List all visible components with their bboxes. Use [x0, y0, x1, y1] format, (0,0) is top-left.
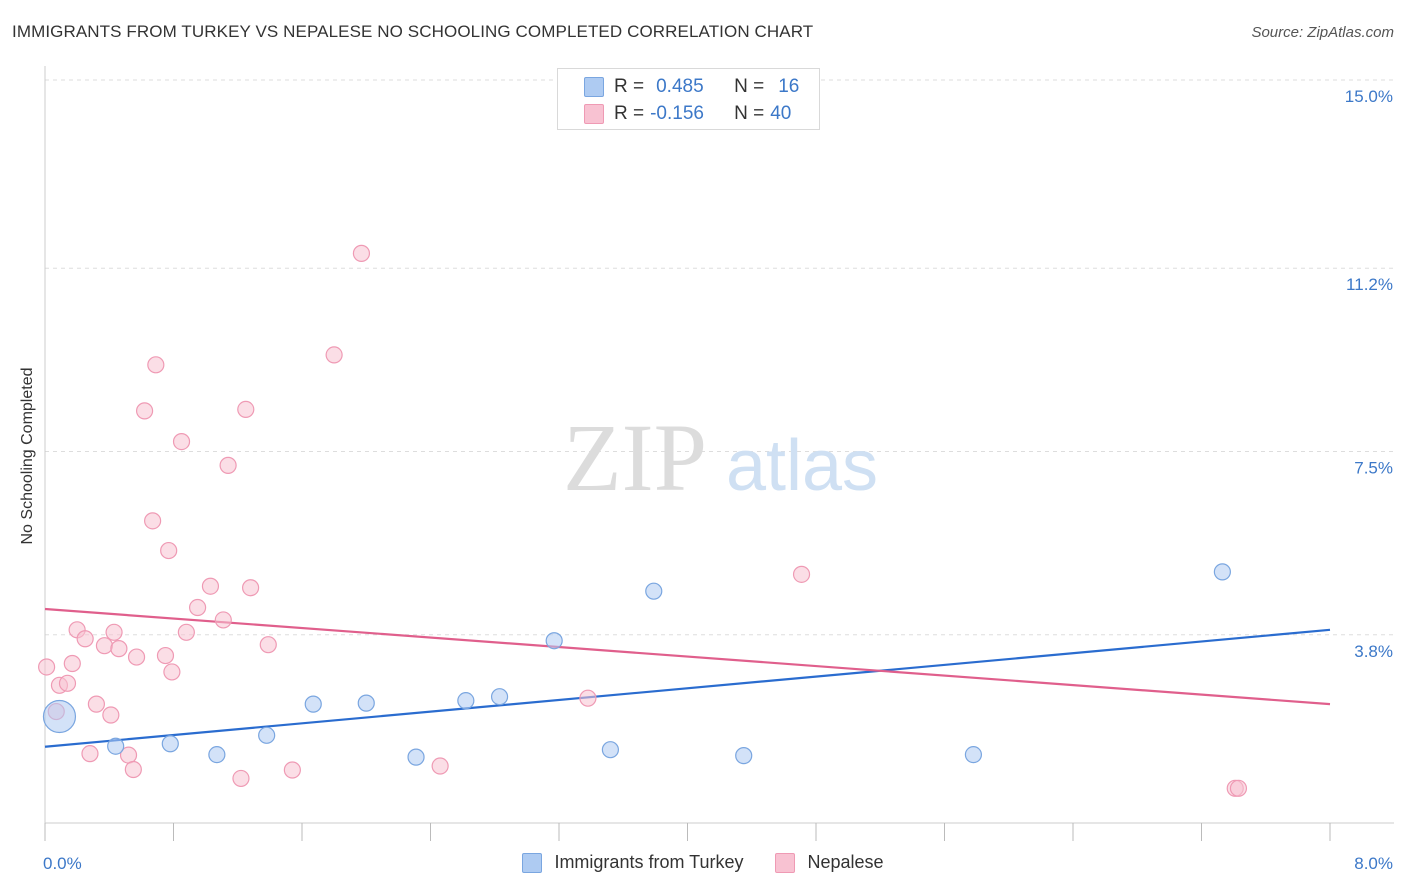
nepalese-point-34: [352, 244, 371, 262]
legend-item-nepalese[interactable]: Nepalese: [775, 852, 884, 873]
nepalese-r-label: R =: [614, 103, 645, 124]
turkey-n-label: N =: [734, 76, 765, 97]
turkey-point-0: [42, 699, 77, 734]
turkey-point-7: [407, 748, 425, 766]
axes: [44, 66, 1394, 841]
nepalese-point-22: [172, 432, 191, 451]
nepalese-point-15: [127, 648, 146, 666]
turkey-point-14: [964, 746, 983, 764]
nepalese-point-8: [87, 695, 106, 713]
nepalese-point-16: [135, 402, 154, 420]
nepalese-point-33: [325, 346, 343, 364]
nepalese-point-7: [81, 745, 99, 763]
turkey-point-2: [161, 735, 179, 753]
nepalese-point-26: [214, 611, 232, 629]
trend-lines: [44, 607, 1331, 748]
nepalese-n-label: N =: [734, 103, 765, 124]
nepalese-point-23: [177, 623, 195, 641]
nepalese-point-0: [38, 658, 56, 676]
turkey-point-4: [258, 726, 276, 744]
series-legend: Immigrants from Turkey Nepalese: [0, 852, 1406, 873]
nepalese-point-18: [147, 356, 165, 374]
nepalese-point-36: [579, 689, 597, 707]
y-tick-label-3: 3.8%: [1354, 642, 1393, 661]
nepalese-r-value: -0.156: [650, 103, 704, 124]
x-tick-label-0: 0.0%: [43, 854, 82, 873]
turkey-point-15: [1213, 563, 1231, 581]
nepalese-point-31: [259, 636, 277, 654]
nepalese-point-37: [792, 565, 811, 583]
turkey-r-value: 0.485: [656, 76, 704, 97]
turkey-point-13: [735, 747, 753, 765]
nepalese-point-39: [1229, 779, 1248, 797]
source-label: Source: ZipAtlas.com: [1251, 24, 1394, 41]
nepalese-trend-line: [44, 607, 1331, 706]
nepalese-point-3: [58, 674, 77, 692]
nepalese-point-24: [188, 598, 207, 617]
nepalese-point-30: [242, 579, 260, 597]
watermark-atlas: atlas: [726, 426, 878, 506]
y-tick-label-1: 11.2%: [1346, 275, 1393, 294]
stats-legend-row-nepalese: R = -0.156 N = 40: [558, 102, 791, 126]
nepalese-point-29: [237, 400, 255, 418]
legend-label-turkey: Immigrants from Turkey: [554, 852, 744, 872]
turkey-point-9: [490, 688, 509, 706]
legend-swatch-nepalese: [775, 852, 796, 873]
turkey-point-3: [208, 746, 226, 764]
chart-title: IMMIGRANTS FROM TURKEY VS NEPALESE NO SC…: [12, 22, 814, 41]
stats-legend: R = 0.485 N = 16 R = -0.156 N = 40: [557, 68, 820, 130]
nepalese-point-21: [163, 663, 181, 681]
nepalese-point-19: [156, 646, 175, 665]
turkey-r-label: R =: [614, 76, 645, 97]
x-tick-label-1: 8.0%: [1354, 854, 1393, 873]
nepalese-n-value: 40: [770, 103, 792, 124]
turkey-point-12: [645, 582, 663, 600]
turkey-point-11: [601, 741, 620, 759]
legend-swatch-turkey: [522, 852, 543, 873]
watermark: ZIP atlas: [563, 404, 878, 511]
nepalese-point-20: [160, 541, 178, 560]
turkey-n-value: 16: [778, 76, 800, 97]
nepalese-point-27: [219, 456, 237, 474]
watermark-zip: ZIP: [563, 404, 707, 511]
nepalese-point-10: [102, 706, 120, 724]
nepalese-swatch: [584, 104, 604, 124]
data-points: [38, 244, 1248, 797]
tick-labels: 15.0% 11.2% 7.5% 3.8% 0.0% 8.0%: [43, 87, 1393, 873]
nepalese-point-12: [110, 640, 128, 658]
legend-item-turkey[interactable]: Immigrants from Turkey: [522, 852, 743, 873]
nepalese-point-11: [105, 623, 123, 641]
turkey-point-6: [357, 694, 375, 712]
nepalese-point-6: [76, 630, 94, 648]
nepalese-point-14: [124, 760, 142, 779]
nepalese-point-9: [95, 637, 114, 655]
turkey-swatch: [584, 77, 604, 97]
legend-label-nepalese: Nepalese: [807, 852, 884, 872]
turkey-point-8: [457, 692, 475, 710]
gridlines: [45, 79, 1394, 636]
turkey-point-5: [304, 695, 322, 713]
turkey-point-1: [107, 737, 125, 755]
nepalese-point-28: [232, 769, 250, 788]
y-tick-label-0: 15.0%: [1345, 87, 1393, 106]
nepalese-point-35: [431, 757, 449, 775]
y-tick-label-2: 7.5%: [1354, 459, 1393, 478]
turkey-point-10: [545, 632, 563, 650]
turkey-trend-line: [44, 628, 1331, 748]
stats-legend-row-turkey: R = 0.485 N = 16: [558, 75, 799, 99]
nepalese-point-17: [144, 512, 162, 530]
nepalese-point-32: [283, 761, 301, 779]
nepalese-point-4: [63, 654, 81, 673]
nepalese-point-25: [201, 577, 220, 595]
